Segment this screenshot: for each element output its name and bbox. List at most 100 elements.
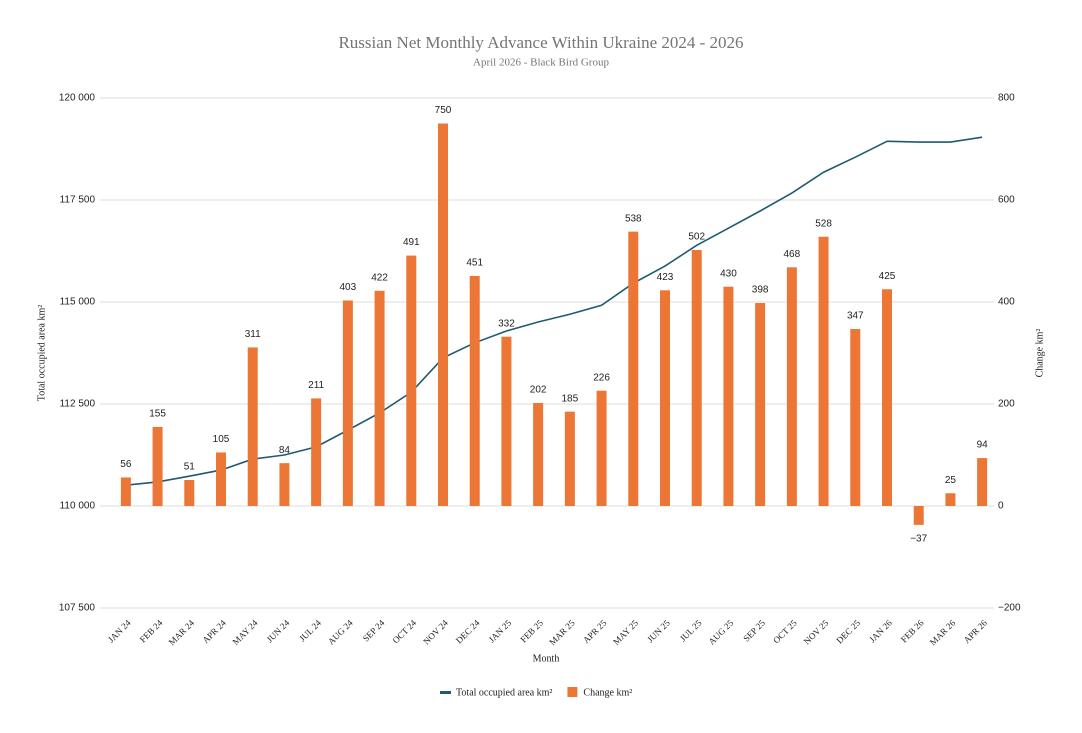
bar xyxy=(279,463,290,506)
data-label: 423 xyxy=(657,272,674,283)
y2-axis-label: Change km² xyxy=(1034,329,1045,378)
data-label: 94 xyxy=(977,440,989,451)
data-label: 155 xyxy=(149,409,166,420)
data-label: 105 xyxy=(213,434,230,445)
bar xyxy=(913,506,924,525)
data-label: 491 xyxy=(403,237,420,248)
bar xyxy=(501,336,512,506)
x-tick-label: MAY 25 xyxy=(611,617,640,646)
bar xyxy=(216,452,226,506)
y2-tick-label: 0 xyxy=(998,501,1004,512)
data-label: 311 xyxy=(245,329,261,340)
y2-tick-label: −200 xyxy=(998,603,1021,614)
bar xyxy=(691,249,702,507)
bar xyxy=(469,275,480,506)
x-tick-label: MAY 24 xyxy=(231,617,260,646)
data-label: 332 xyxy=(498,318,515,329)
x-tick-label: JAN 24 xyxy=(106,617,133,644)
bar xyxy=(628,231,639,506)
bar xyxy=(564,411,575,506)
x-tick-label: APR 24 xyxy=(200,617,228,645)
bar xyxy=(882,289,892,506)
y-axis-label: Total occupied area km² xyxy=(36,305,47,401)
bar xyxy=(311,398,322,506)
chart-subtitle: April 2026 - Black Bird Group xyxy=(473,57,609,69)
data-label: 25 xyxy=(945,475,957,486)
data-label: 528 xyxy=(815,218,832,229)
x-tick-label: DEC 24 xyxy=(454,617,482,645)
x-tick-label: FEB 25 xyxy=(518,617,545,644)
data-label: 538 xyxy=(625,213,642,224)
y-tick-label: 112 500 xyxy=(60,399,96,410)
x-tick-label: MAR 25 xyxy=(547,617,577,647)
data-label: 425 xyxy=(879,271,896,282)
bar xyxy=(818,236,829,506)
legend-label: Total occupied area km² xyxy=(456,687,552,698)
y-tick-label: 117 500 xyxy=(60,195,96,206)
bar xyxy=(596,390,607,506)
data-label: 51 xyxy=(184,462,196,473)
data-label: 403 xyxy=(340,282,357,293)
bar xyxy=(152,426,163,506)
bar xyxy=(184,479,195,506)
data-label: 347 xyxy=(847,311,864,322)
x-tick-label: JUN 24 xyxy=(265,617,292,644)
x-tick-label: APR 25 xyxy=(581,617,609,645)
data-label: 422 xyxy=(371,272,388,283)
bar xyxy=(247,347,258,506)
bar xyxy=(755,303,766,506)
bar xyxy=(977,458,988,506)
bar xyxy=(786,267,797,506)
x-tick-label: DEC 25 xyxy=(834,617,862,645)
x-tick-label: JAN 26 xyxy=(867,617,894,644)
bar xyxy=(945,493,956,506)
x-axis-label: Month xyxy=(533,653,560,664)
legend-swatch xyxy=(440,691,451,694)
x-tick-label: JUN 25 xyxy=(645,617,672,644)
data-label: 56 xyxy=(120,459,132,470)
y-tick-label: 115 000 xyxy=(60,297,96,308)
y2-tick-label: 400 xyxy=(998,297,1015,308)
data-label: 750 xyxy=(435,105,452,116)
x-tick-label: JAN 25 xyxy=(487,617,514,644)
chart-title: Russian Net Monthly Advance Within Ukrai… xyxy=(338,33,743,52)
bar xyxy=(850,329,861,506)
x-tick-label: JUL 25 xyxy=(678,617,704,643)
x-tick-label: FEB 24 xyxy=(138,617,165,644)
x-tick-label: FEB 26 xyxy=(899,617,926,644)
bar xyxy=(723,286,734,506)
y-tick-label: 110 000 xyxy=(60,501,96,512)
data-label: 430 xyxy=(720,268,737,279)
data-label: 185 xyxy=(562,393,579,404)
y-tick-label: 120 000 xyxy=(59,93,96,104)
x-tick-label: SEP 25 xyxy=(741,617,767,643)
data-label: 451 xyxy=(466,258,483,269)
bar xyxy=(533,402,544,506)
x-tick-label: AUG 24 xyxy=(326,617,355,646)
x-tick-label: AUG 25 xyxy=(706,617,735,646)
data-label: 202 xyxy=(530,385,547,396)
data-label: 398 xyxy=(752,285,769,296)
data-label: 226 xyxy=(593,372,610,383)
x-tick-label: OCT 24 xyxy=(391,617,419,645)
data-label: 84 xyxy=(279,445,291,456)
bar xyxy=(342,300,353,506)
y-tick-label: 107 500 xyxy=(59,603,96,614)
x-tick-label: NOV 25 xyxy=(802,617,831,646)
y2-tick-label: 600 xyxy=(998,195,1015,206)
bar xyxy=(374,290,385,506)
bar xyxy=(438,123,448,506)
x-tick-label: JUL 24 xyxy=(297,617,323,643)
data-label: 502 xyxy=(688,232,705,243)
x-tick-label: SEP 24 xyxy=(361,617,387,643)
bar xyxy=(120,477,131,506)
x-tick-label: APR 26 xyxy=(962,617,990,645)
x-tick-label: NOV 24 xyxy=(421,617,450,646)
x-tick-label: MAR 26 xyxy=(928,617,958,647)
data-label: 211 xyxy=(308,380,324,391)
y2-tick-label: 800 xyxy=(998,93,1015,104)
bar xyxy=(660,290,670,506)
line xyxy=(125,136,983,486)
data-label: −37 xyxy=(910,534,927,545)
